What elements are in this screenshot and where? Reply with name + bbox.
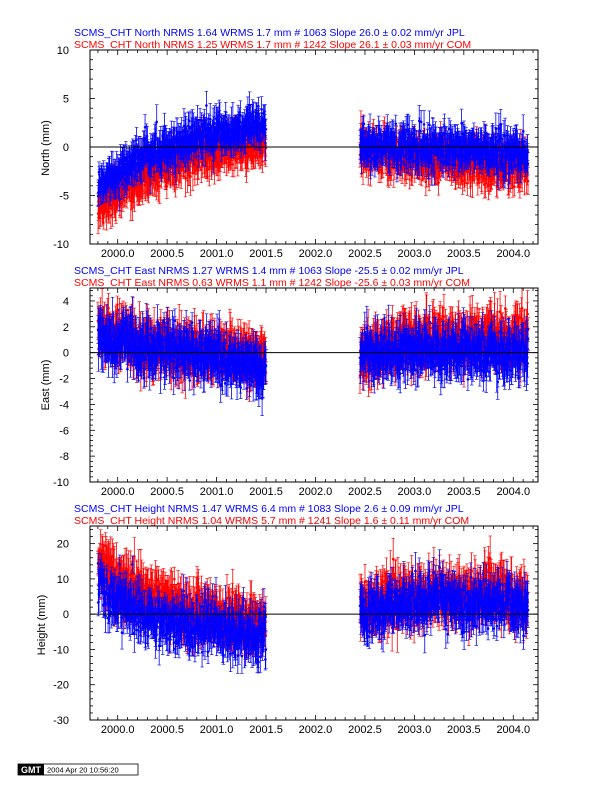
data-point — [133, 193, 136, 196]
north-header-com: SCMS_CHT North NRMS 1.25 WRMS 1.7 mm # 1… — [74, 39, 471, 51]
jpl-series — [96, 90, 530, 212]
data-point — [170, 138, 173, 142]
data-point — [171, 161, 175, 165]
data-point — [184, 176, 187, 180]
data-point — [487, 184, 490, 187]
data-point — [158, 184, 162, 188]
data-point — [137, 170, 141, 174]
north-panel: SCMS_CHT North NRMS 1.64 WRMS 1.7 mm # 1… — [40, 27, 539, 260]
data-point — [461, 179, 464, 183]
data-point — [207, 165, 211, 169]
data-point — [157, 180, 160, 184]
data-point — [424, 180, 428, 184]
north-plot-area: 2000.0 2000.5 2001.0 2001.5 2002.0 2002.5 2003… — [53, 45, 539, 260]
data-point — [143, 125, 147, 129]
data-point — [165, 184, 169, 188]
north-data-points — [96, 90, 530, 235]
data-point — [482, 183, 486, 186]
data-point — [189, 174, 192, 178]
data-point — [135, 138, 138, 142]
north-header-jpl: SCMS_CHT North NRMS 1.64 WRMS 1.7 mm # 1… — [74, 27, 465, 39]
data-point — [206, 167, 210, 171]
data-point — [122, 171, 125, 175]
data-point — [437, 181, 440, 184]
data-point — [120, 183, 124, 187]
data-point — [261, 160, 264, 163]
data-point — [152, 170, 156, 174]
data-point — [120, 201, 123, 205]
data-point — [225, 161, 228, 164]
data-point — [230, 163, 234, 166]
data-point — [512, 185, 516, 188]
data-point — [155, 120, 159, 124]
data-point — [118, 197, 121, 201]
data-point — [526, 179, 530, 183]
